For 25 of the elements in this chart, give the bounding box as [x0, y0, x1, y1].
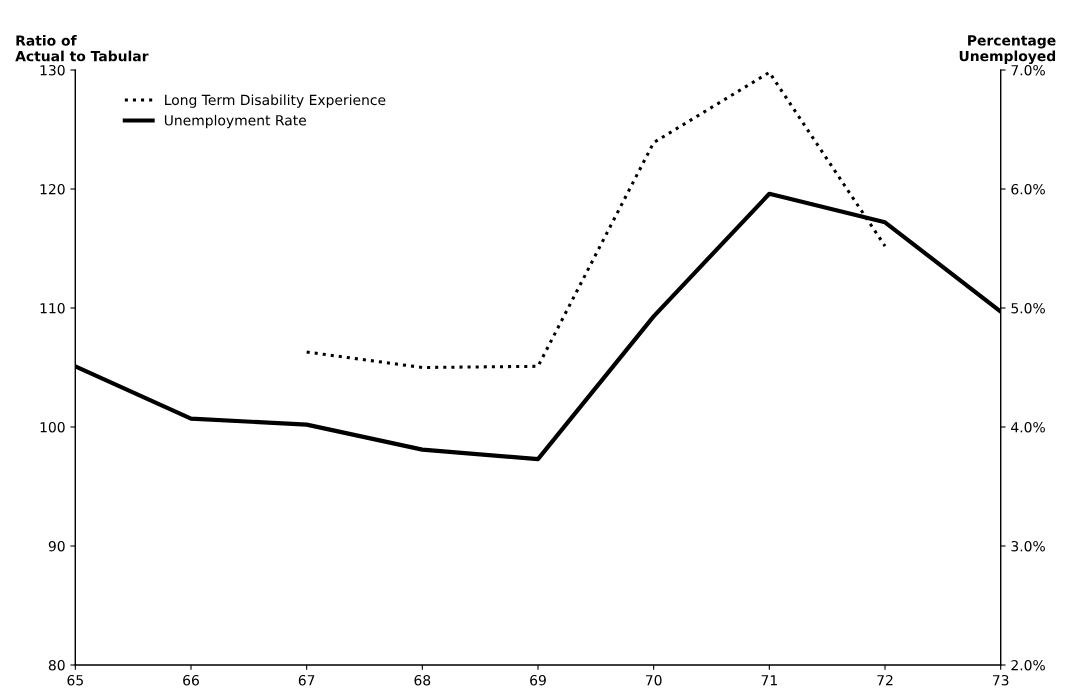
y-axis-title: Ratio of Actual to Tabular [15, 35, 149, 62]
y2-tick-label: 6.0% [1011, 183, 1045, 195]
y-tick-label: 130 [40, 64, 65, 76]
y-tick-label: 120 [40, 183, 65, 195]
y2-tick-label: 5.0% [1011, 302, 1045, 314]
x-tick-label: 71 [761, 675, 777, 686]
y-tick-label: 100 [40, 421, 65, 433]
y2-tick-label: 4.0% [1011, 421, 1045, 433]
x-tick-label: 65 [67, 674, 83, 686]
y2-tick-label: 2.0% [1011, 659, 1045, 671]
legend-label: Long Term Disability Experience [165, 94, 386, 108]
y-tick-label: 90 [48, 540, 65, 552]
x-tick-label: 70 [645, 674, 662, 686]
x-tick-label: 68 [414, 674, 431, 686]
x-tick-label: 67 [298, 674, 315, 686]
y-tick-label: 110 [40, 302, 65, 314]
y2-tick-label: 3.0% [1011, 540, 1045, 552]
y2-axis-title: Percentage Unemployed [959, 35, 1056, 65]
legend-label: Unemployment Rate [164, 114, 306, 129]
x-tick-label: 72 [877, 674, 893, 686]
x-tick-label: 66 [183, 674, 199, 686]
y2-tick-label: 7.0% [1011, 64, 1045, 76]
y-tick-label: 80 [48, 659, 65, 671]
x-tick-label: 69 [530, 674, 546, 686]
x-tick-label: 73 [992, 674, 1009, 686]
